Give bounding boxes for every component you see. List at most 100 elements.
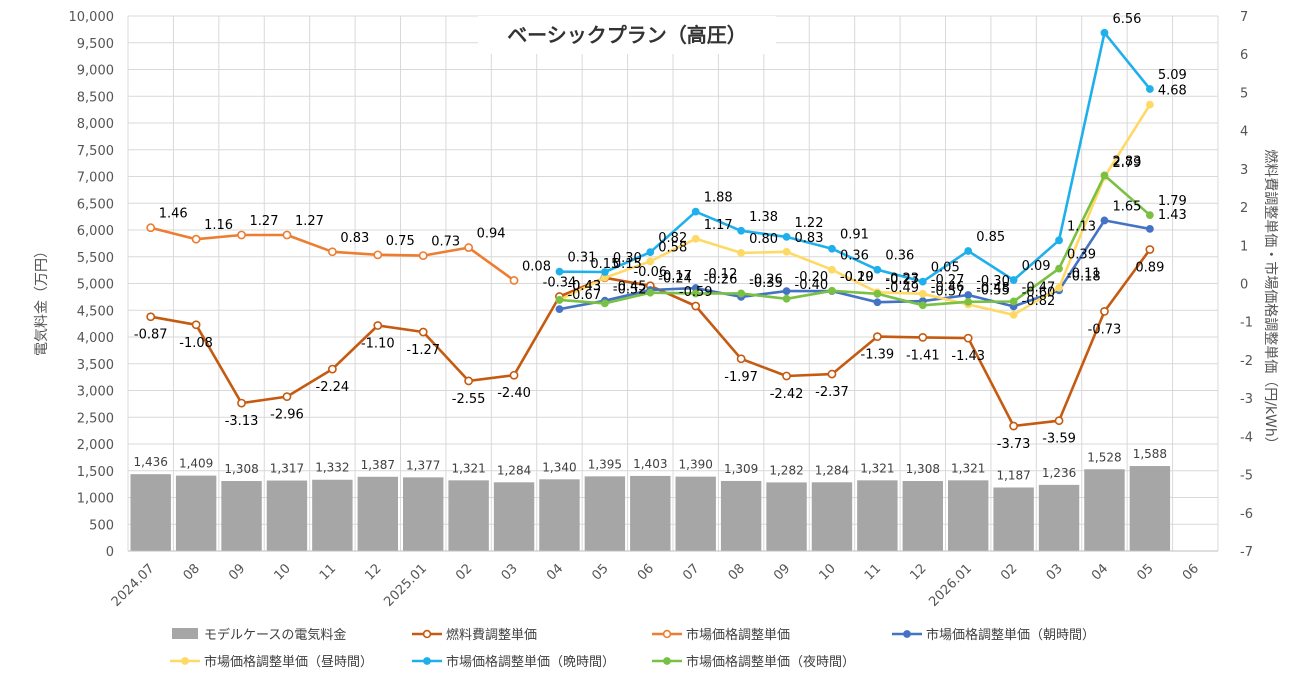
point-value-label: 1.79 bbox=[1158, 194, 1187, 209]
point-value-label: 1.13 bbox=[1067, 219, 1096, 234]
point-value-label: 0.94 bbox=[477, 227, 506, 242]
bar-value-label: 1,387 bbox=[361, 458, 395, 472]
series-point bbox=[1145, 100, 1154, 109]
point-value-label: -0.52 bbox=[613, 282, 647, 297]
bar bbox=[993, 487, 1034, 551]
bar-value-label: 1,308 bbox=[224, 462, 258, 476]
series-point bbox=[828, 265, 836, 274]
y-right-tick-label: 5 bbox=[1240, 86, 1248, 101]
legend-label: 市場価格調整単価（昼時間） bbox=[204, 654, 373, 670]
point-value-label: -1.08 bbox=[179, 336, 213, 351]
series-point bbox=[828, 286, 836, 295]
series-point bbox=[737, 226, 746, 235]
y-right-tick-label: -4 bbox=[1240, 430, 1253, 445]
y-left-tick-label: 6,000 bbox=[77, 224, 114, 239]
legend-item: モデルケースの電気料金 bbox=[172, 627, 346, 643]
point-value-label: 6.56 bbox=[1112, 12, 1141, 27]
point-value-label: -0.11 bbox=[1067, 267, 1101, 282]
point-value-label: -0.57 bbox=[931, 284, 965, 299]
legend-label: 燃料費調整単価 bbox=[446, 627, 537, 643]
series-point bbox=[1054, 416, 1064, 426]
bar-value-label: 1,321 bbox=[951, 461, 985, 475]
point-value-label: 0.36 bbox=[840, 249, 869, 264]
bar-value-label: 1,284 bbox=[815, 463, 849, 477]
point-value-label: -0.48 bbox=[976, 281, 1010, 296]
bar-value-label: 1,436 bbox=[134, 455, 168, 469]
series-point bbox=[418, 327, 428, 337]
series-point bbox=[555, 296, 564, 304]
bar-value-label: 1,390 bbox=[679, 458, 713, 472]
series-point bbox=[509, 276, 519, 285]
bar bbox=[493, 482, 535, 551]
point-value-label: -2.55 bbox=[452, 392, 486, 407]
series-point bbox=[373, 321, 383, 330]
legend-swatch bbox=[172, 628, 198, 639]
bar bbox=[630, 475, 671, 551]
bar bbox=[902, 481, 944, 551]
y-right-tick-label: 4 bbox=[1240, 125, 1248, 140]
series-point bbox=[418, 251, 428, 261]
point-value-label: -3.13 bbox=[225, 414, 259, 429]
point-value-label: 1.46 bbox=[159, 207, 188, 222]
series-point bbox=[555, 267, 564, 276]
point-value-label: -0.35 bbox=[749, 276, 783, 291]
legend-label: モデルケースの電気料金 bbox=[204, 627, 346, 643]
point-value-label: 4.68 bbox=[1158, 84, 1187, 99]
series-point bbox=[873, 289, 882, 298]
series-point bbox=[964, 247, 973, 255]
series-point bbox=[146, 223, 156, 233]
point-value-label: -2.40 bbox=[497, 386, 531, 401]
y-left-tick-label: 8,000 bbox=[77, 117, 114, 132]
bar bbox=[584, 476, 626, 551]
series-point bbox=[782, 232, 791, 241]
point-value-label: -0.24 bbox=[658, 272, 692, 287]
chart-title-background bbox=[478, 16, 776, 54]
y-left-tick-label: 0 bbox=[106, 545, 114, 560]
bar-value-label: 1,282 bbox=[769, 463, 803, 477]
point-value-label: -1.43 bbox=[951, 349, 985, 364]
bar bbox=[539, 479, 580, 551]
point-value-label: -0.26 bbox=[749, 272, 783, 287]
series-point bbox=[237, 230, 246, 240]
bar bbox=[266, 480, 308, 551]
legend-item: 市場価格調整単価（晩時間） bbox=[412, 654, 615, 670]
legend: モデルケースの電気料金 燃料費調整単価 市場価格調整単価 市場価格調整単価（朝時間） 市… bbox=[170, 627, 1095, 670]
point-value-label: 2.83 bbox=[1112, 154, 1141, 169]
series-point bbox=[1145, 85, 1154, 93]
point-value-label: -0.27 bbox=[885, 273, 919, 288]
series-point bbox=[873, 298, 882, 307]
point-value-label: 0.58 bbox=[658, 240, 687, 255]
series-point bbox=[1100, 28, 1109, 37]
point-value-label: -0.59 bbox=[679, 285, 713, 300]
series-point bbox=[964, 297, 973, 306]
legend-label: 市場価格調整単価（朝時間） bbox=[926, 627, 1095, 643]
series-point bbox=[1100, 216, 1109, 225]
bar-value-label: 1,395 bbox=[588, 457, 622, 471]
point-value-label: 1.65 bbox=[1112, 199, 1141, 214]
series-line bbox=[559, 174, 1151, 307]
y-right-tick-label: -7 bbox=[1240, 545, 1253, 560]
point-value-label: -0.30 bbox=[976, 274, 1010, 289]
bar bbox=[857, 480, 898, 551]
point-value-label: 0.09 bbox=[1022, 259, 1051, 274]
point-value-label: -0.12 bbox=[704, 267, 738, 282]
series-point bbox=[872, 332, 882, 342]
point-value-label: -1.10 bbox=[361, 337, 395, 352]
legend-marker bbox=[662, 629, 672, 639]
series-point bbox=[1009, 276, 1018, 284]
series-point bbox=[191, 234, 201, 244]
series-point bbox=[736, 354, 746, 364]
legend-marker bbox=[423, 657, 431, 665]
series-point bbox=[918, 332, 928, 342]
bar bbox=[720, 480, 762, 551]
point-value-label: 1.88 bbox=[704, 191, 733, 206]
legend-item: 市場価格調整単価 bbox=[652, 627, 790, 643]
bar-value-label: 1,284 bbox=[497, 463, 531, 477]
series-point bbox=[646, 288, 655, 297]
bar-value-label: 1,588 bbox=[1133, 447, 1167, 461]
series-point bbox=[918, 277, 927, 286]
y-axis-right-title: 燃料費調整単価・市場価格調整単価（円/kWh） bbox=[1262, 149, 1279, 451]
point-value-label: 0.05 bbox=[931, 261, 960, 276]
point-value-label: -3.73 bbox=[997, 437, 1031, 452]
legend-marker bbox=[422, 629, 432, 639]
